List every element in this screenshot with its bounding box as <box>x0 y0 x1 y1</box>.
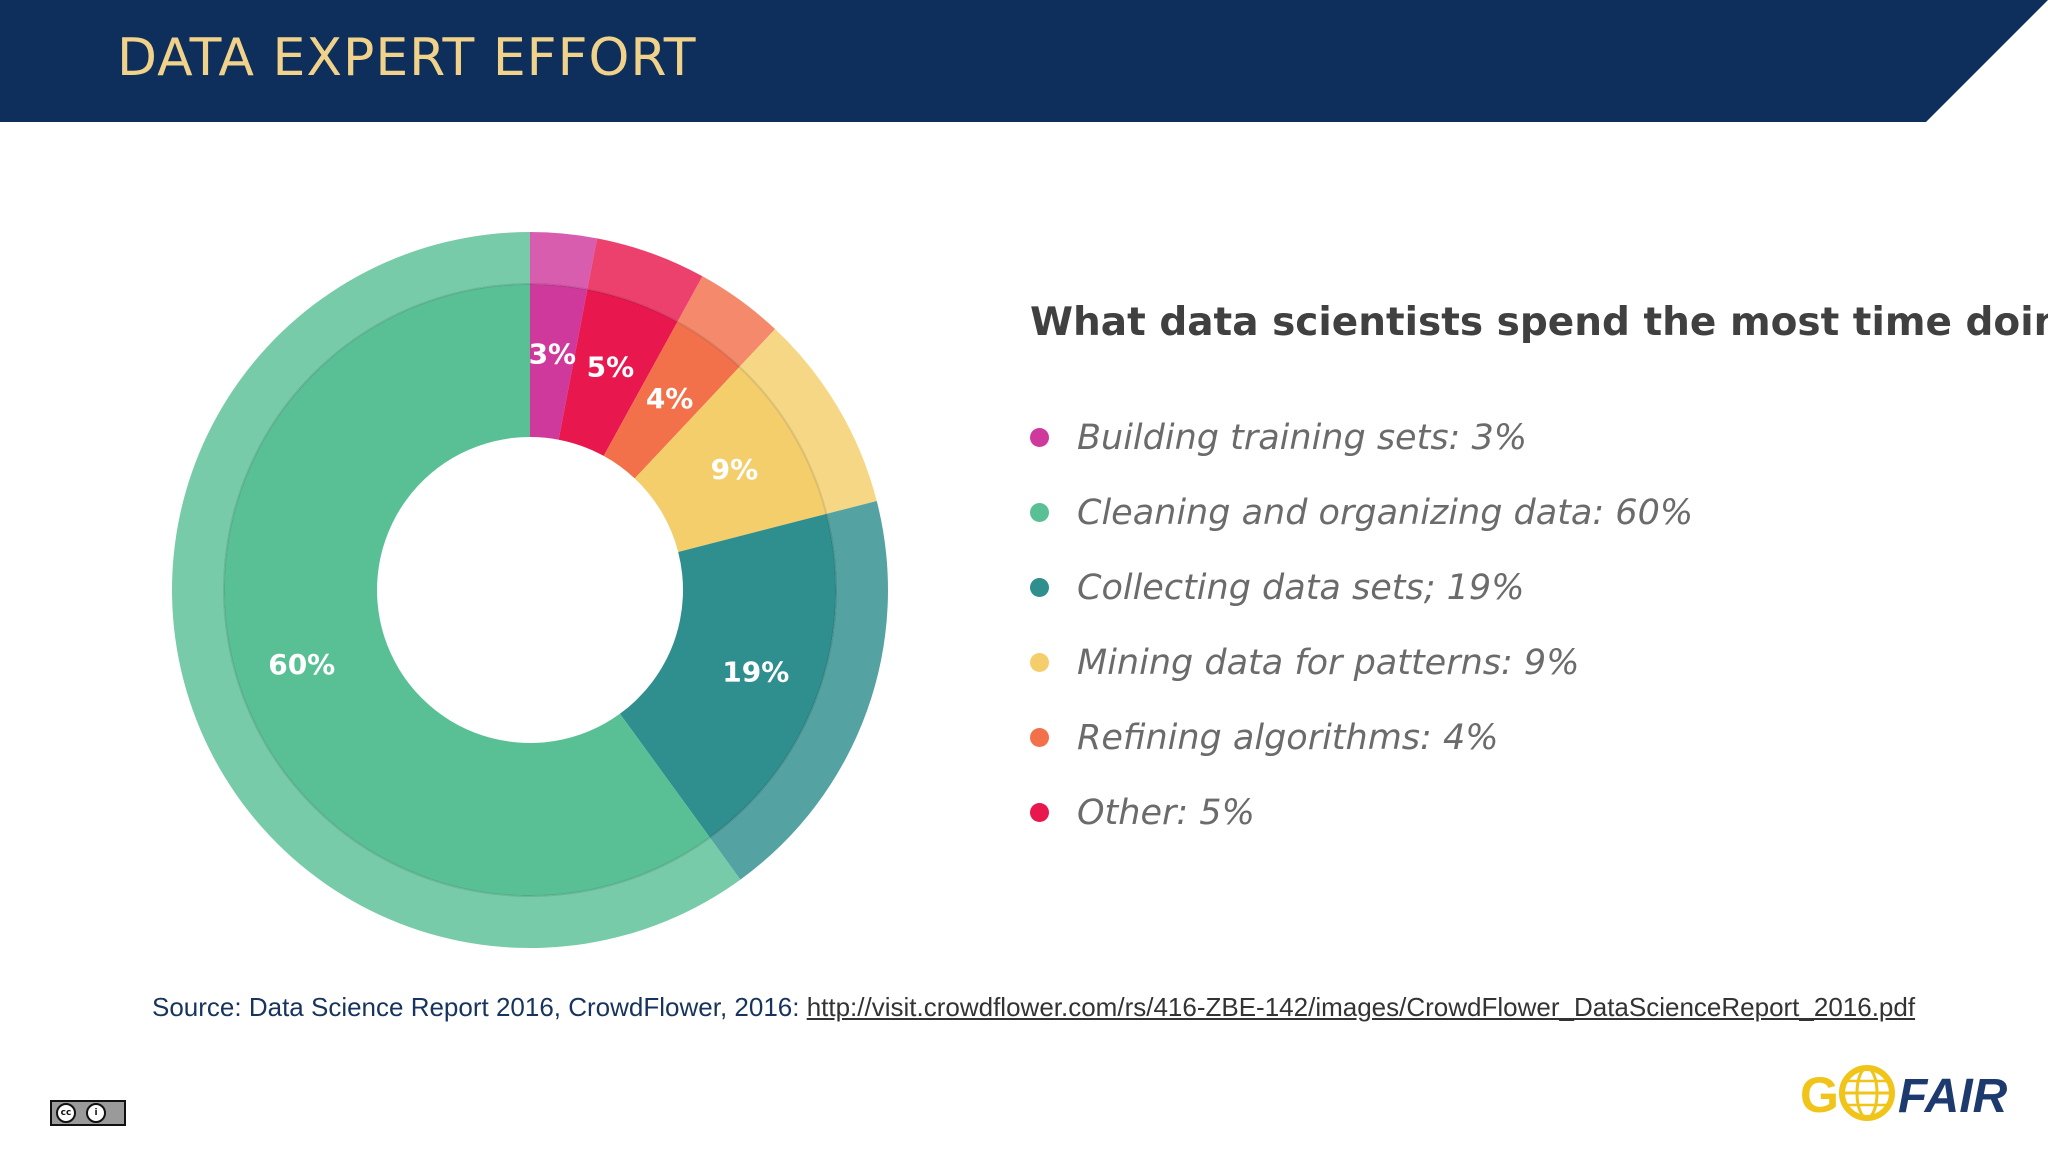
donut-slice-0 <box>530 284 588 440</box>
legend-item: Refining algorithms: 4% <box>1030 700 1693 775</box>
attribution-icon: i <box>86 1103 106 1123</box>
legend-swatch <box>1030 803 1049 822</box>
donut-slice-outer-4 <box>709 500 888 880</box>
donut-slice-outer-5 <box>171 232 741 949</box>
donut-slice-outer-3 <box>739 329 877 514</box>
chart-title: What data scientists spend the most time… <box>1030 300 2048 345</box>
donut-slice-outer-2 <box>677 276 776 367</box>
donut-slice-4 <box>619 513 836 838</box>
donut-slice-1 <box>558 289 678 456</box>
legend-label: Mining data for patterns: 9% <box>1077 642 1580 683</box>
donut-ring-divider <box>223 283 837 897</box>
donut-slice-5 <box>224 284 710 897</box>
legend-swatch <box>1030 503 1049 522</box>
donut-data-label-2: 4% <box>646 382 694 415</box>
legend-swatch <box>1030 578 1049 597</box>
legend-item: Mining data for patterns: 9% <box>1030 625 1693 700</box>
legend-swatch <box>1030 653 1049 672</box>
donut-data-label-4: 19% <box>722 655 789 688</box>
slide-title: DATA EXPERT EFFORT <box>117 28 697 88</box>
legend-label: Building training sets: 3% <box>1077 417 1527 458</box>
svg-text:FAIR: FAIR <box>1898 1070 2008 1123</box>
cc-license-badge: cc i <box>50 1100 126 1126</box>
donut-data-label-1: 5% <box>587 351 635 384</box>
chart-legend: Building training sets: 3% Cleaning and … <box>1030 400 1693 850</box>
gofair-logo: G FAIR <box>1800 1065 2008 1123</box>
legend-item: Cleaning and organizing data: 60% <box>1030 475 1693 550</box>
legend-label: Collecting data sets; 19% <box>1077 567 1525 608</box>
donut-slice-outer-1 <box>587 238 703 322</box>
legend-swatch <box>1030 428 1049 447</box>
donut-slice-3 <box>634 366 827 552</box>
source-prefix: Source: Data Science Report 2016, CrowdF… <box>152 992 807 1022</box>
legend-swatch <box>1030 728 1049 747</box>
legend-item: Collecting data sets; 19% <box>1030 550 1693 625</box>
donut-data-label-5: 60% <box>268 648 335 681</box>
legend-item: Building training sets: 3% <box>1030 400 1693 475</box>
donut-chart: 3% 5% 4% 9% 19% 60% <box>171 232 888 949</box>
donut-slice-2 <box>603 321 740 479</box>
donut-data-label-3: 9% <box>711 453 759 486</box>
source-citation: Source: Data Science Report 2016, CrowdF… <box>152 992 1915 1023</box>
legend-item: Other: 5% <box>1030 775 1693 850</box>
svg-text:G: G <box>1800 1067 1839 1123</box>
legend-label: Refining algorithms: 4% <box>1077 717 1499 758</box>
cc-icon: cc <box>56 1103 76 1123</box>
donut-slice-outer-0 <box>530 232 598 290</box>
legend-label: Cleaning and organizing data: 60% <box>1077 492 1694 533</box>
header-bar <box>0 0 2048 122</box>
donut-data-label-0: 3% <box>529 338 577 371</box>
source-link[interactable]: http://visit.crowdflower.com/rs/416-ZBE-… <box>806 992 1916 1022</box>
legend-label: Other: 5% <box>1077 792 1255 833</box>
